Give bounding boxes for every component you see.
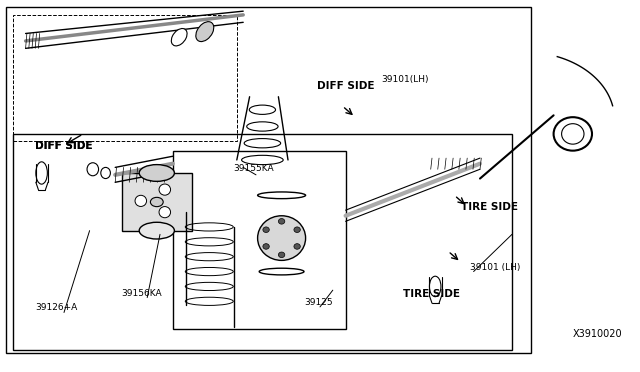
Ellipse shape [429,276,441,297]
Text: DIFF SIDE: DIFF SIDE [317,81,374,91]
Ellipse shape [294,244,300,249]
Ellipse shape [150,197,163,207]
Text: DIFF SIDE: DIFF SIDE [35,141,93,151]
Text: 39101 (LH): 39101 (LH) [470,263,521,272]
Ellipse shape [278,252,285,257]
Text: DIFF SIDE: DIFF SIDE [35,141,93,151]
Text: 39101(LH): 39101(LH) [381,75,428,84]
Ellipse shape [263,244,269,249]
Ellipse shape [135,195,147,206]
Bar [122,173,192,231]
Text: TIRE SIDE: TIRE SIDE [403,289,460,299]
Ellipse shape [159,184,170,195]
Text: TIRE SIDE: TIRE SIDE [461,202,518,212]
Ellipse shape [140,164,174,182]
Ellipse shape [159,206,170,218]
Bar [13,134,512,350]
Ellipse shape [263,227,269,232]
Text: 39125: 39125 [304,298,333,307]
Ellipse shape [196,22,214,42]
Ellipse shape [101,167,111,179]
Text: 39126+A: 39126+A [35,304,77,312]
Bar [6,7,531,353]
Ellipse shape [258,216,306,260]
Ellipse shape [140,222,174,239]
Ellipse shape [172,29,187,46]
Text: X3910020: X3910020 [573,328,623,339]
Bar [13,15,237,141]
Ellipse shape [278,219,285,224]
Ellipse shape [36,162,47,184]
Text: 39156KA: 39156KA [122,289,162,298]
Text: 39155KA: 39155KA [234,164,274,173]
Ellipse shape [294,227,300,232]
Bar [173,151,346,329]
